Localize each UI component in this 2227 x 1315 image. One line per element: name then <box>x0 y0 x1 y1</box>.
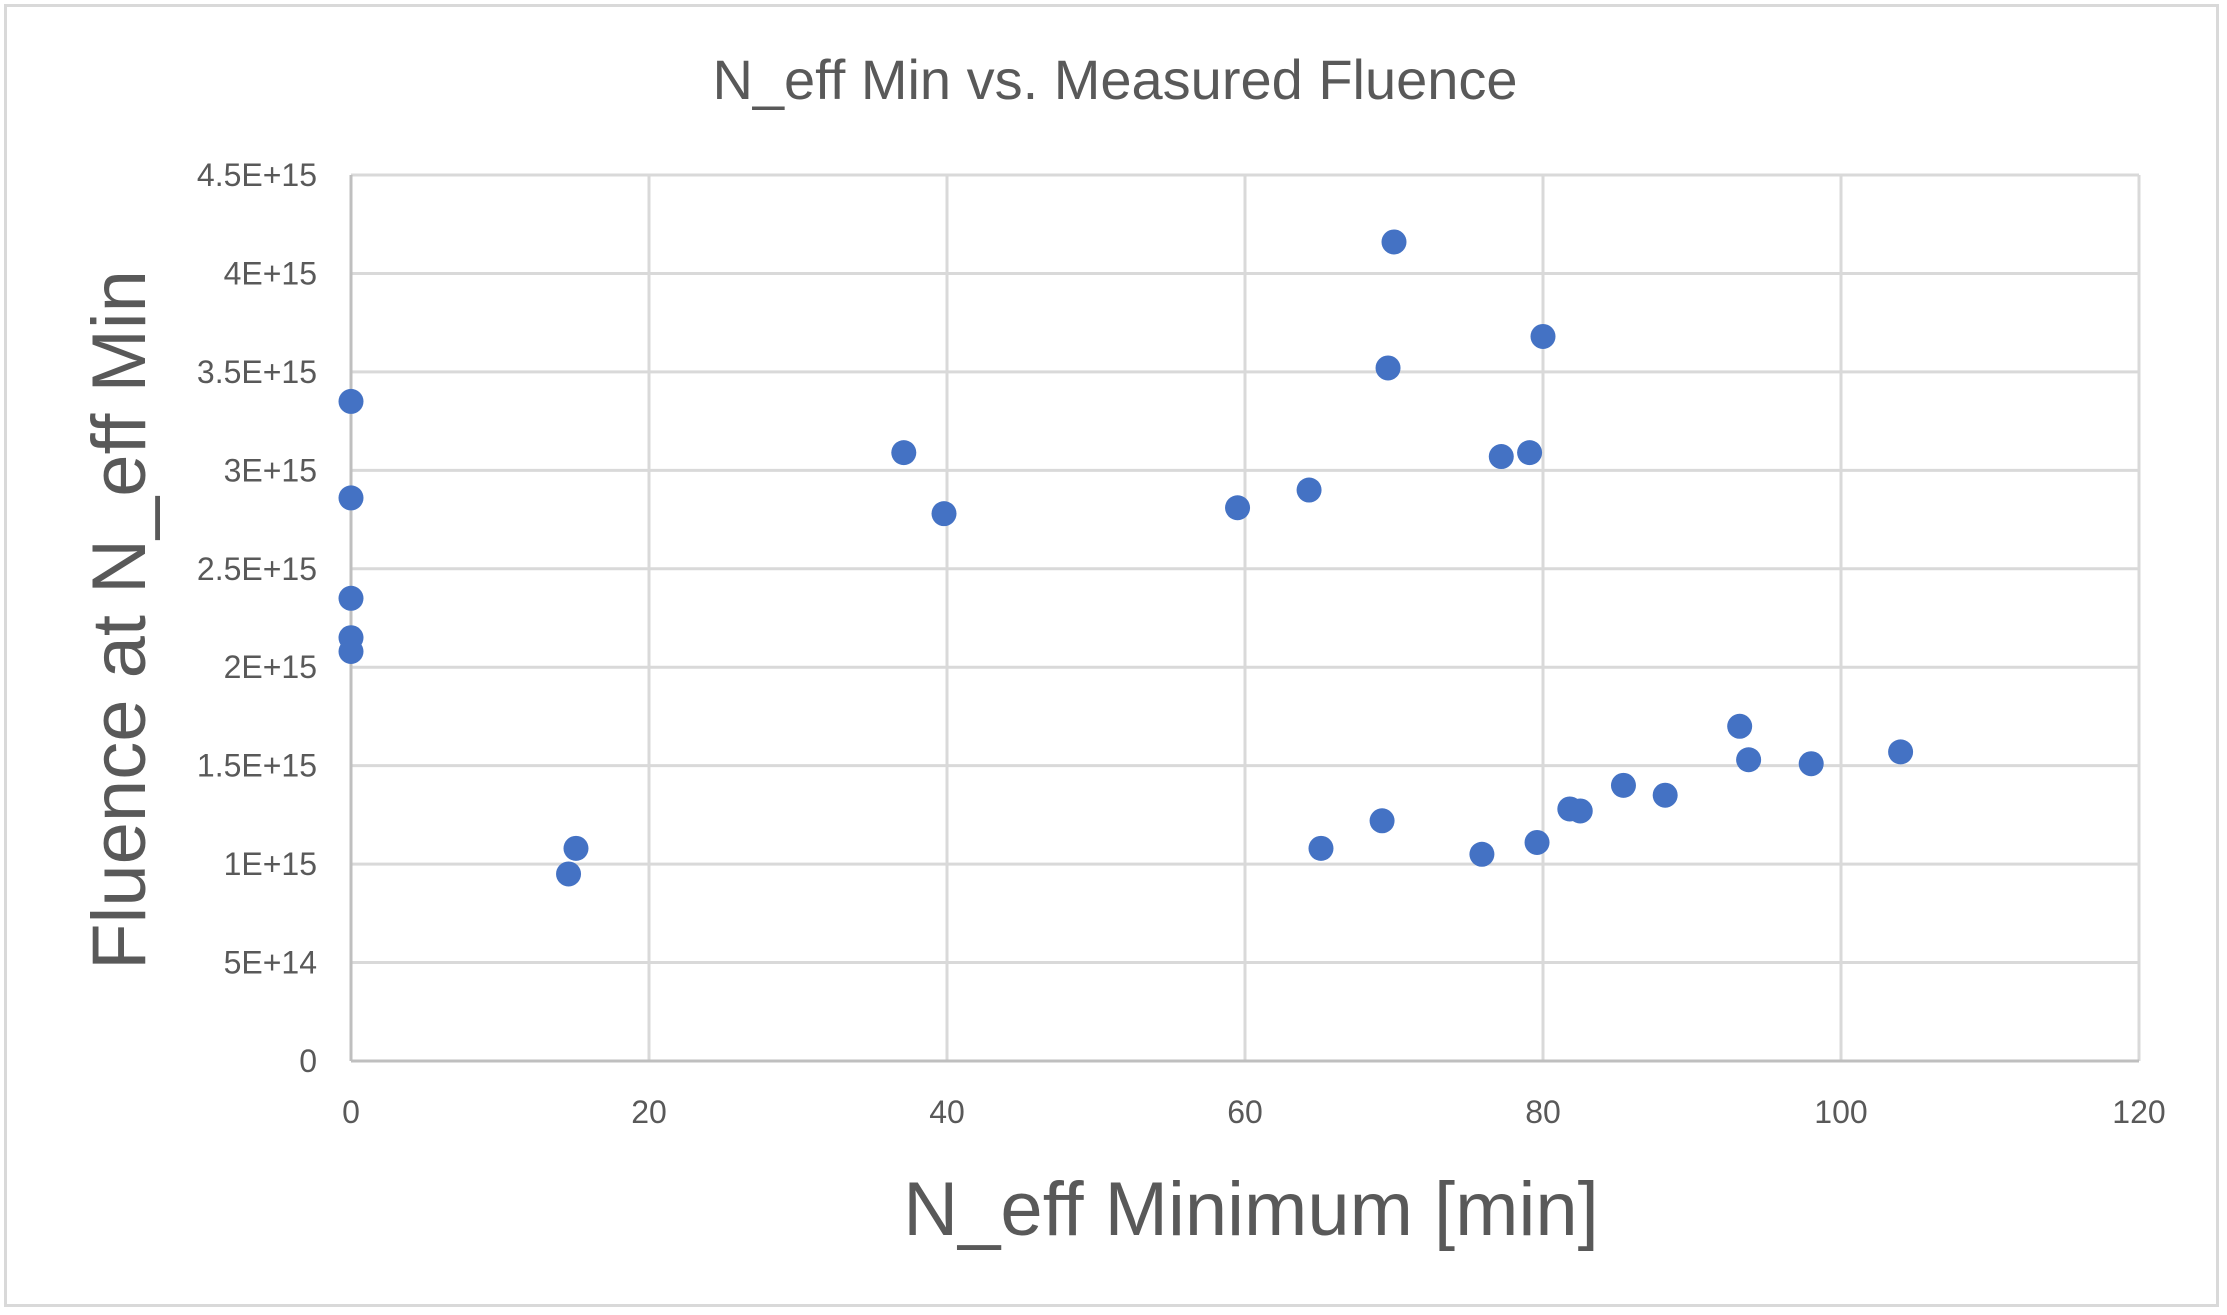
chart-title: N_eff Min vs. Measured Fluence <box>712 48 1517 111</box>
axes <box>349 175 2139 1063</box>
data-point <box>1530 323 1556 349</box>
y-tick-label: 1E+15 <box>224 846 317 882</box>
x-tick-label: 20 <box>631 1094 667 1130</box>
chart-frame: 0 20 40 60 80 100 120 0 5E+14 1E+15 1.5E+15 2E+15 2… <box>4 4 2219 1307</box>
data-point <box>1888 739 1914 765</box>
data-point <box>338 638 364 664</box>
x-tick-label: 40 <box>929 1094 965 1130</box>
y-tick-label: 4.5E+15 <box>197 157 317 193</box>
x-axis-title: N_eff Minimum [min] <box>903 1167 1598 1252</box>
data-point <box>1727 713 1753 739</box>
data-points <box>338 229 1914 887</box>
y-tick-label: 4E+15 <box>224 255 317 291</box>
y-tick-label: 2.5E+15 <box>197 551 317 587</box>
data-point <box>563 835 589 861</box>
y-axis-title: Fluence at N_eff Min <box>77 270 162 970</box>
data-point <box>1296 477 1322 503</box>
data-point <box>1369 808 1395 834</box>
x-tick-label: 0 <box>342 1094 360 1130</box>
data-point <box>1488 444 1514 470</box>
x-tick-label: 60 <box>1227 1094 1263 1130</box>
gridlines <box>351 173 2141 1061</box>
data-point <box>1308 835 1334 861</box>
data-point <box>1736 747 1762 773</box>
x-tick-label: 80 <box>1525 1094 1561 1130</box>
data-point <box>1798 751 1824 777</box>
data-point <box>338 485 364 511</box>
data-point <box>891 440 917 466</box>
x-tick-label: 120 <box>2112 1094 2165 1130</box>
data-point <box>1610 772 1636 798</box>
y-tick-label: 3E+15 <box>224 452 317 488</box>
y-tick-labels: 0 5E+14 1E+15 1.5E+15 2E+15 2.5E+15 3E+15 3.5E+… <box>197 157 317 1079</box>
y-tick-label: 1.5E+15 <box>197 748 317 784</box>
data-point <box>1567 798 1593 824</box>
scatter-chart: 0 20 40 60 80 100 120 0 5E+14 1E+15 1.5E+15 2E+15 2… <box>77 48 2166 1252</box>
y-tick-label: 5E+14 <box>224 945 317 981</box>
x-tick-label: 100 <box>1814 1094 1867 1130</box>
data-point <box>1469 841 1495 867</box>
y-tick-label: 3.5E+15 <box>197 354 317 390</box>
data-point <box>1375 355 1401 381</box>
data-point <box>1524 829 1550 855</box>
x-tick-labels: 0 20 40 60 80 100 120 <box>342 1094 2166 1130</box>
data-point <box>556 861 582 887</box>
data-point <box>1517 440 1543 466</box>
y-tick-label: 2E+15 <box>224 649 317 685</box>
data-point <box>338 585 364 611</box>
data-point <box>1225 495 1251 521</box>
data-point <box>1381 229 1407 255</box>
y-tick-label: 0 <box>299 1043 317 1079</box>
data-point <box>931 501 957 527</box>
data-point <box>1652 782 1678 808</box>
data-point <box>338 388 364 414</box>
